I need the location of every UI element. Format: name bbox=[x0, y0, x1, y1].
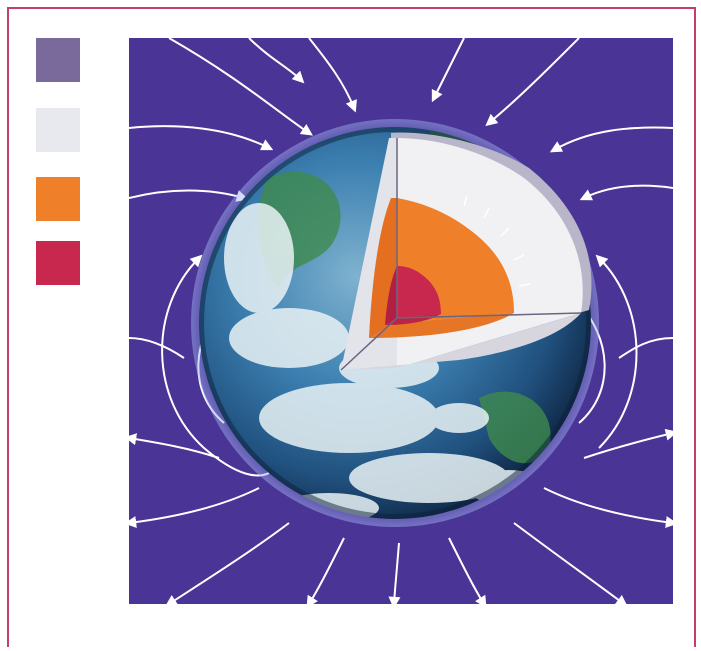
field-line bbox=[168, 38, 313, 136]
crust-swatch bbox=[36, 38, 80, 82]
field-line bbox=[129, 487, 260, 529]
cutaway-section bbox=[340, 132, 592, 371]
earth-magnetic-field-diagram bbox=[129, 38, 673, 604]
outer-core-bottom bbox=[369, 313, 514, 338]
field-lines bbox=[129, 38, 673, 604]
field-line bbox=[543, 487, 673, 529]
field-line bbox=[308, 38, 357, 113]
field-line bbox=[164, 522, 290, 604]
field-line bbox=[618, 337, 673, 359]
field-line bbox=[448, 537, 487, 604]
field-line bbox=[306, 537, 345, 604]
field-line bbox=[388, 542, 401, 604]
field-line bbox=[579, 184, 673, 201]
mantle-flow-lines bbox=[463, 195, 531, 287]
field-line bbox=[161, 254, 270, 477]
field-line bbox=[431, 38, 465, 103]
field-line bbox=[513, 522, 628, 604]
field-line bbox=[248, 38, 305, 84]
field-line bbox=[129, 189, 249, 202]
field-line bbox=[129, 433, 220, 459]
field-line bbox=[549, 126, 673, 153]
field-line bbox=[595, 254, 638, 449]
outer-core-swatch bbox=[36, 177, 80, 221]
field-line bbox=[583, 428, 673, 459]
inner-core-swatch bbox=[36, 241, 80, 285]
field-line bbox=[485, 38, 580, 127]
inner-core-side bbox=[385, 266, 397, 325]
mantle-swatch bbox=[36, 108, 80, 152]
field-line bbox=[129, 125, 274, 151]
field-line bbox=[129, 337, 185, 359]
inner-core-layer bbox=[397, 266, 441, 318]
mantle-bottom bbox=[341, 313, 581, 370]
cutaway-edges bbox=[340, 138, 582, 371]
